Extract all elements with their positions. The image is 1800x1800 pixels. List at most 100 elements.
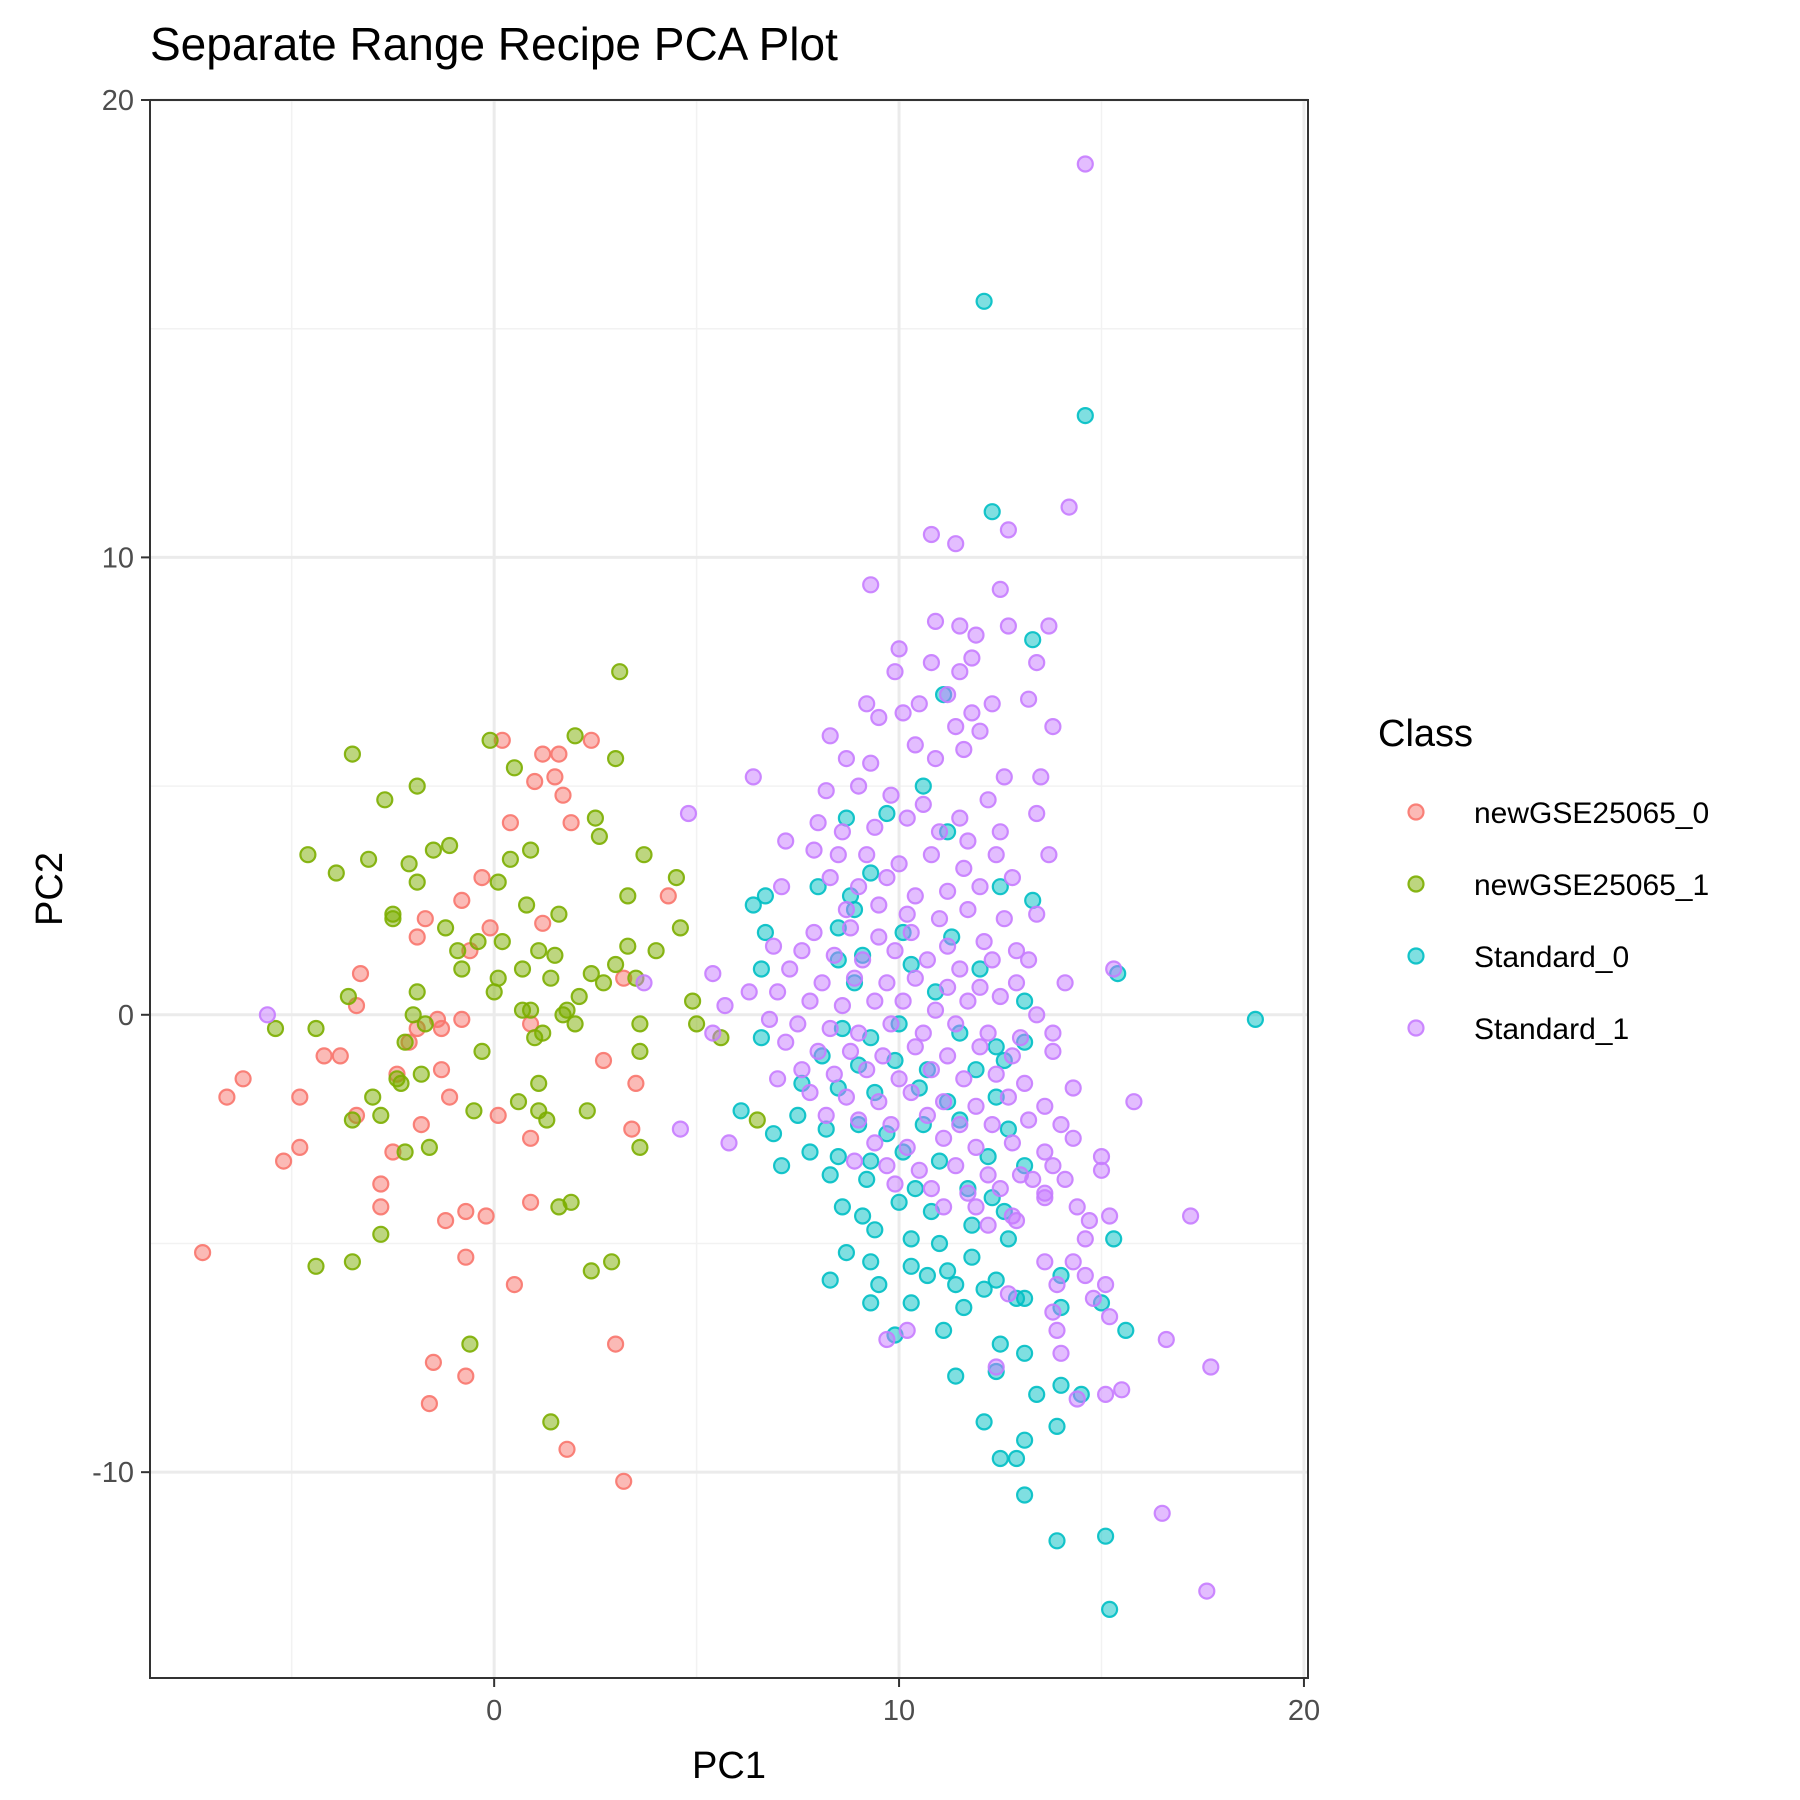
point-Standard_0-117: [1048, 1417, 1066, 1436]
point-newGSE25065_1-52: [530, 942, 548, 960]
point-Standard_1-22: [1019, 690, 1038, 708]
point-Standard_0-58: [999, 1120, 1018, 1138]
point-Standard_1-3: [999, 521, 1018, 539]
point-Standard_1-15: [1028, 653, 1046, 672]
point-newGSE25065_1-36: [473, 1042, 491, 1061]
plot-panel-border: [149, 99, 1309, 1679]
point-newGSE25065_1-46: [513, 960, 532, 978]
point-newGSE25065_0-30: [457, 1248, 475, 1266]
point-Standard_1-158: [882, 1115, 900, 1134]
point-newGSE25065_1-1: [307, 1257, 325, 1275]
point-Standard_1-212: [987, 1358, 1005, 1376]
point-Standard_1-69: [1003, 868, 1022, 887]
point-Standard_0-107: [947, 1367, 965, 1385]
point-newGSE25065_1-54: [534, 1024, 552, 1042]
point-Standard_1-169: [967, 1138, 985, 1157]
point-Standard_0-30: [1246, 1010, 1265, 1029]
point-Standard_0-103: [934, 1321, 953, 1340]
point-Standard_1-94: [781, 960, 799, 978]
point-Standard_1-183: [959, 1184, 977, 1202]
point-Standard_1-31: [862, 754, 880, 772]
point-Standard_0-86: [902, 1257, 920, 1275]
point-Standard_1-74: [930, 910, 949, 928]
point-Standard_1-181: [886, 1175, 904, 1193]
point-Standard_1-172: [1064, 1129, 1082, 1147]
point-Standard_1-107: [768, 983, 787, 1001]
legend-label-Standard_0: Standard_0: [1474, 941, 1629, 974]
point-Standard_0-76: [963, 1216, 981, 1234]
point-Standard_1-157: [849, 1111, 868, 1129]
point-Standard_1-138: [825, 1065, 843, 1083]
point-Standard_1-203: [1084, 1289, 1103, 1308]
point-Standard_1-177: [979, 1166, 997, 1184]
point-Standard_1-9: [999, 617, 1018, 635]
point-Standard_1-151: [934, 1093, 953, 1111]
point-newGSE25065_1-12: [372, 1225, 390, 1243]
point-Standard_1-118: [789, 1015, 807, 1033]
legend-key-Standard_1: [1407, 1019, 1425, 1037]
point-Standard_1-6: [862, 576, 880, 594]
point-Standard_0-26: [752, 960, 771, 978]
point-newGSE25065_1-74: [606, 749, 625, 768]
point-Standard_1-2: [1060, 498, 1078, 516]
point-newGSE25065_0-31: [457, 1367, 475, 1385]
point-Standard_1-144: [1015, 1074, 1034, 1093]
point-newGSE25065_1-80: [631, 1015, 649, 1033]
point-Standard_1-46: [809, 814, 827, 832]
point-Standard_1-93: [1019, 951, 1038, 969]
point-Standard_1-159: [918, 1106, 937, 1125]
point-Standard_0-50: [732, 1102, 750, 1120]
point-Standard_1-50: [930, 823, 949, 841]
point-Standard_1-37: [1032, 768, 1050, 786]
point-Standard_0-72: [833, 1198, 852, 1216]
point-Standard_1-204: [1100, 1308, 1119, 1326]
point-newGSE25065_0-21: [424, 1353, 442, 1372]
point-Standard_1-129: [809, 1042, 827, 1061]
point-newGSE25065_0-44: [534, 914, 552, 932]
point-Standard_1-197: [1036, 1253, 1054, 1271]
point-Standard_1-62: [1040, 846, 1058, 864]
point-newGSE25065_1-88: [687, 1015, 706, 1033]
x-axis-title: PC1: [692, 1745, 766, 1787]
point-Standard_1-76: [995, 910, 1013, 928]
point-Standard_1-55: [805, 841, 823, 859]
point-Standard_0-93: [975, 1280, 993, 1298]
point-Standard_0-114: [1007, 1449, 1026, 1468]
point-newGSE25065_0-47: [550, 745, 568, 763]
point-newGSE25065_1-83: [635, 846, 653, 864]
point-Standard_1-140: [890, 1070, 908, 1088]
point-newGSE25065_0-42: [521, 1193, 540, 1211]
point-newGSE25065_1-41: [493, 932, 511, 951]
point-Standard_1-122: [914, 1024, 932, 1042]
point-newGSE25065_1-26: [416, 1015, 434, 1033]
point-Standard_1-152: [967, 1097, 985, 1115]
point-Standard_0-61: [862, 1152, 880, 1170]
point-Standard_1-135: [1003, 1047, 1022, 1065]
point-newGSE25065_1-87: [683, 992, 702, 1010]
point-Standard_0-52: [789, 1106, 807, 1125]
point-Standard_1-211: [1052, 1344, 1070, 1362]
point-Standard_0-68: [858, 1170, 876, 1189]
point-Standard_0-120: [1100, 1600, 1119, 1619]
point-Standard_1-173: [845, 1152, 864, 1170]
point-Standard_1-147: [801, 1083, 819, 1102]
point-Standard_1-166: [866, 1134, 884, 1152]
point-newGSE25065_0-56: [623, 1120, 641, 1138]
point-Standard_1-38: [744, 768, 762, 786]
point-Standard_0-78: [866, 1221, 884, 1239]
point-Standard_1-162: [1019, 1111, 1038, 1129]
point-Standard_0-69: [906, 1179, 924, 1198]
point-Standard_1-11: [926, 612, 945, 631]
point-newGSE25065_1-22: [408, 983, 426, 1001]
point-newGSE25065_0-5: [291, 1138, 309, 1157]
series-newGSE25065_1: [266, 663, 766, 1431]
point-Standard_1-8: [967, 626, 985, 644]
point-newGSE25065_1-7: [343, 1111, 361, 1129]
point-Standard_0-97: [902, 1294, 920, 1312]
grid-lines: [150, 98, 1308, 1678]
point-newGSE25065_1-62: [558, 1001, 576, 1019]
point-Standard_1-163: [1052, 1115, 1070, 1134]
point-Standard_1-121: [882, 1015, 900, 1033]
point-Standard_1-60: [955, 859, 973, 878]
point-newGSE25065_0-35: [481, 919, 499, 937]
